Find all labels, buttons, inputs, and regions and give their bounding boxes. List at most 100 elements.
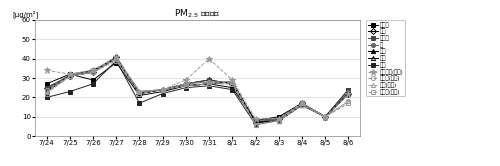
八尾 (322, 116, 328, 118)
大阪市(自排) (160, 89, 166, 91)
大阪市 (346, 89, 352, 91)
堺 (206, 81, 212, 83)
東大阪(自排) (113, 60, 119, 62)
吹田 (276, 120, 281, 122)
大阪市(自排) (90, 71, 96, 73)
八尾 (136, 102, 142, 104)
大阪市 (160, 89, 166, 91)
Line: 東大阪(自排): 東大阪(自排) (44, 58, 350, 127)
寝大津 (346, 89, 352, 91)
大阪市 (206, 79, 212, 81)
大気 (160, 89, 166, 91)
東大阪(自排) (230, 83, 235, 85)
Line: 大阪市: 大阪市 (44, 57, 350, 123)
寝大津 (113, 62, 119, 64)
Title: PM$_{2.5}$ 賨量濃度: PM$_{2.5}$ 賨量濃度 (174, 7, 221, 20)
大阪市(自排) (113, 58, 119, 60)
湾岸長野(自排) (230, 79, 235, 81)
吹田(自排) (206, 83, 212, 85)
大気 (276, 118, 281, 120)
吹田(自排) (252, 124, 258, 125)
吹田(自排) (67, 75, 73, 77)
湾岸長野(自排) (67, 73, 73, 75)
吹田(自排) (90, 69, 96, 71)
吹田 (299, 104, 305, 106)
豊中 (90, 69, 96, 71)
堺 (160, 89, 166, 91)
吹田(自排) (346, 100, 352, 102)
豊中 (67, 75, 73, 77)
大気 (90, 71, 96, 73)
八尾 (90, 83, 96, 85)
堺 (113, 58, 119, 60)
東大阪(自排) (136, 92, 142, 94)
堺 (299, 104, 305, 106)
大阪市(自排) (322, 116, 328, 118)
Line: 湾岸長野(自排): 湾岸長野(自排) (43, 53, 352, 122)
大阪市(自排) (136, 91, 142, 93)
大阪市 (230, 83, 235, 85)
湾岸長野(自排) (322, 116, 328, 118)
東大阪(自排) (44, 92, 50, 94)
湾岸長野(自排) (160, 89, 166, 91)
吹田 (322, 116, 328, 118)
吹田(自排) (136, 91, 142, 93)
吹田(自排) (230, 81, 235, 83)
東大阪(自排) (322, 116, 328, 118)
Line: 寝大津: 寝大津 (44, 60, 350, 123)
大阪市 (44, 87, 50, 89)
大阪市 (299, 102, 305, 104)
豊中 (44, 89, 50, 91)
八尾 (113, 60, 119, 62)
Line: 大気: 大気 (44, 55, 350, 125)
寝大津 (252, 120, 258, 122)
寝大津 (299, 102, 305, 104)
Line: 吹田(自排): 吹田(自排) (44, 57, 350, 127)
堺 (136, 92, 142, 94)
東大阪(自排) (183, 85, 189, 87)
吹田(自排) (276, 120, 281, 122)
堺 (322, 116, 328, 118)
大阪市 (276, 118, 281, 120)
湾岸長野(自排) (183, 79, 189, 81)
堺 (346, 91, 352, 93)
湾岸長野(自排) (44, 69, 50, 71)
寝大津 (44, 83, 50, 85)
吹田(自排) (44, 91, 50, 93)
豊中 (230, 81, 235, 83)
寝大津 (206, 83, 212, 85)
寝大津 (67, 73, 73, 75)
寝大津 (276, 116, 281, 118)
豊中 (136, 92, 142, 94)
Line: 八尾: 八尾 (44, 58, 350, 127)
Legend: 寝大津, 大気, 大阪市, 堺, 豊中, 吹田, 八尾, 湾岸長野(自排), 大阪市(自排), 吹田(自排), 東大阪(自排): 寝大津, 大気, 大阪市, 堺, 豊中, 吹田, 八尾, 湾岸長野(自排), 大… (366, 20, 406, 96)
八尾 (252, 124, 258, 125)
湾岸長野(自排) (252, 118, 258, 120)
寝大津 (136, 94, 142, 96)
吹田 (90, 69, 96, 71)
寝大津 (90, 79, 96, 81)
大気 (299, 102, 305, 104)
大気 (44, 87, 50, 89)
東大阪(自排) (160, 89, 166, 91)
東大阪(自排) (67, 75, 73, 77)
吹田 (252, 122, 258, 124)
大阪市(自排) (44, 89, 50, 91)
豊中 (299, 104, 305, 106)
八尾 (67, 91, 73, 93)
吹田 (183, 85, 189, 87)
吹田(自排) (299, 104, 305, 106)
堺 (90, 69, 96, 71)
堺 (276, 118, 281, 120)
大気 (252, 122, 258, 124)
吹田(自排) (113, 58, 119, 60)
吹田(自排) (183, 85, 189, 87)
大阪市(自排) (299, 102, 305, 104)
大阪市(自排) (206, 81, 212, 83)
八尾 (299, 104, 305, 106)
大阪市(自排) (346, 100, 352, 102)
大気 (230, 83, 235, 85)
Line: 大阪市(自排): 大阪市(自排) (44, 57, 350, 127)
堺 (67, 73, 73, 75)
Line: 堺: 堺 (44, 57, 350, 125)
